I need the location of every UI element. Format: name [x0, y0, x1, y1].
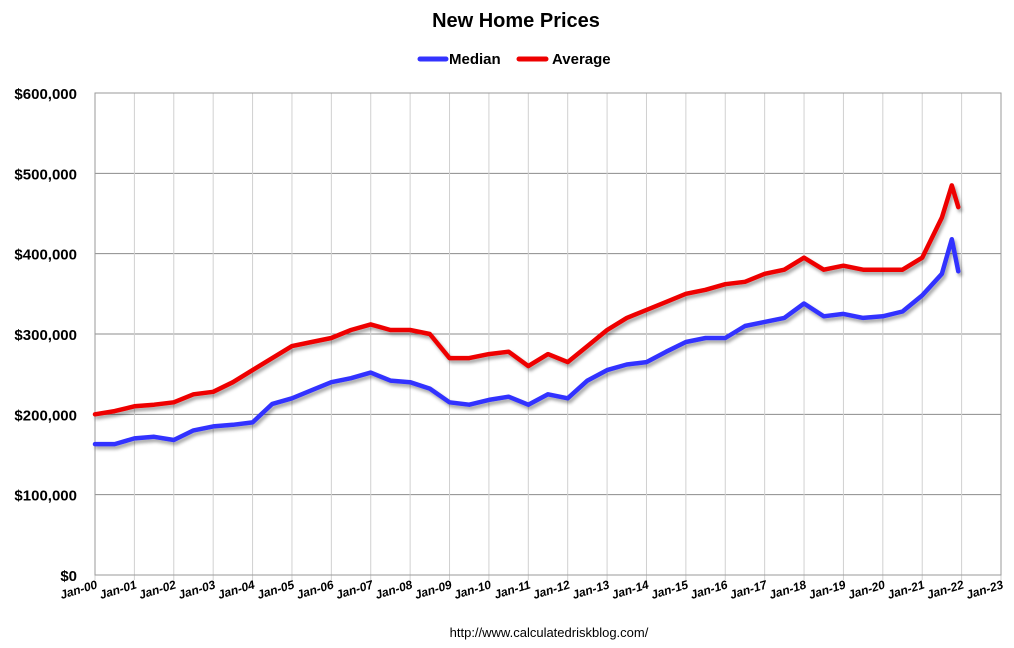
- x-tick-label: Jan-20: [846, 577, 887, 602]
- x-tick-label: Jan-01: [98, 577, 139, 602]
- x-tick-label: Jan-19: [807, 577, 848, 602]
- x-tick-label: Jan-11: [493, 577, 533, 601]
- x-tick-label: Jan-15: [649, 577, 690, 602]
- x-tick-label: Jan-09: [413, 577, 454, 602]
- legend-label-average: Average: [552, 51, 611, 68]
- x-tick-label: Jan-23: [964, 577, 1005, 602]
- series-line-median: [92, 236, 961, 447]
- x-tick-label: Jan-02: [137, 577, 178, 602]
- chart-title: New Home Prices: [432, 10, 600, 32]
- x-tick-label: Jan-08: [374, 577, 415, 602]
- x-tick-label: Jan-17: [728, 577, 770, 602]
- x-tick-label: Jan-07: [334, 577, 376, 602]
- x-tick-label: Jan-13: [571, 577, 612, 602]
- x-tick-label: Jan-18: [767, 577, 808, 602]
- y-tick-label: $100,000: [14, 488, 77, 505]
- legend: Median Average: [417, 51, 611, 68]
- series-line-average: [92, 183, 961, 417]
- x-tick-label: Jan-05: [255, 577, 296, 602]
- y-tick-label: $600,000: [14, 86, 77, 103]
- y-tick-label: $200,000: [14, 407, 77, 424]
- y-tick-label: $400,000: [14, 247, 77, 264]
- y-tick-label: $0: [60, 568, 77, 585]
- x-tick-label: Jan-04: [216, 577, 257, 602]
- x-tick-label: Jan-16: [689, 577, 730, 602]
- y-tick-label: $500,000: [14, 166, 77, 183]
- legend-label-median: Median: [449, 51, 501, 68]
- x-tick-label: Jan-22: [925, 577, 966, 602]
- gridlines: [94, 92, 1002, 580]
- series-layer: [92, 183, 961, 447]
- x-tick-label: Jan-10: [452, 577, 493, 602]
- x-tick-label: Jan-12: [531, 577, 572, 602]
- plot-area-border: [94, 92, 1002, 576]
- source-url: http://www.calculatedriskblog.com/: [450, 625, 649, 640]
- x-tick-label: Jan-14: [610, 577, 651, 602]
- x-axis-ticks: Jan-00Jan-01Jan-02Jan-03Jan-04Jan-05Jan-…: [58, 577, 1005, 602]
- y-tick-label: $300,000: [14, 327, 77, 344]
- x-tick-label: Jan-06: [295, 577, 336, 602]
- x-tick-label: Jan-21: [886, 577, 927, 602]
- y-axis-ticks: $0 $100,000 $200,000 $300,000 $400,000 $500,0…: [14, 86, 77, 585]
- x-tick-label: Jan-03: [177, 577, 218, 602]
